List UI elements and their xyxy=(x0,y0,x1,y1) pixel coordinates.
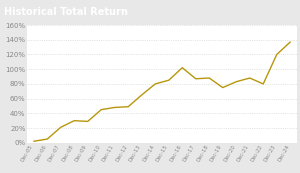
Text: Historical Total Return: Historical Total Return xyxy=(4,7,127,17)
